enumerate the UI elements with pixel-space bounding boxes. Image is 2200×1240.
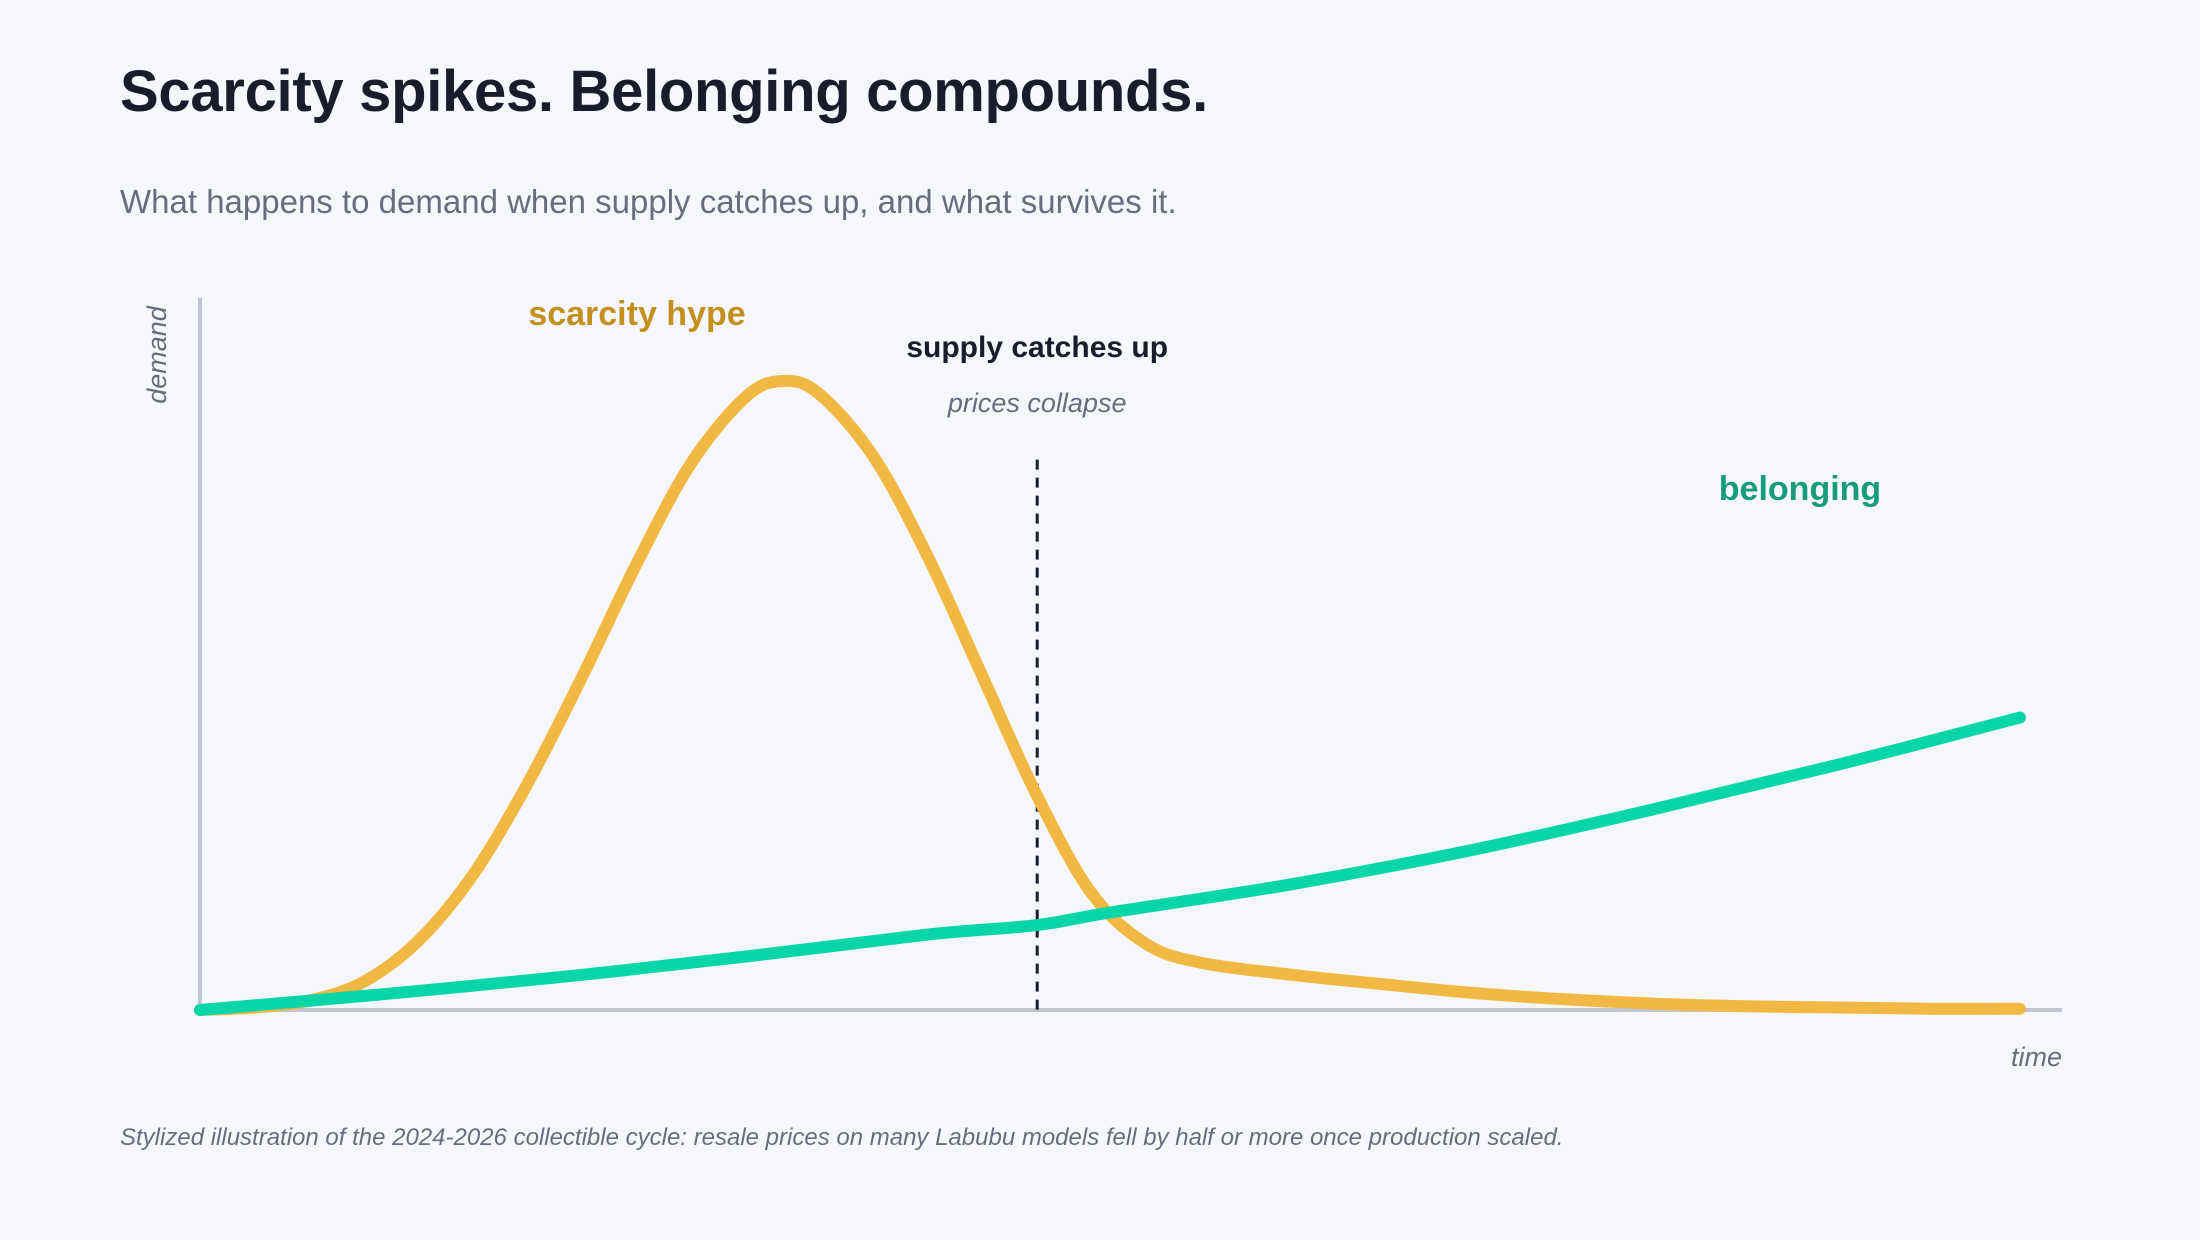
x-axis-label: time <box>2011 1042 2062 1072</box>
annotation-supply-label: supply catches up <box>906 331 1168 364</box>
series-label-belonging: belonging <box>1719 470 1881 508</box>
y-axis-label: demand <box>142 305 172 404</box>
chart-subtitle: What happens to demand when supply catch… <box>120 183 1177 220</box>
annotation-supply-sublabel: prices collapse <box>947 388 1127 418</box>
series-line-scarcity-hype <box>194 374 2026 1016</box>
series-line-belonging <box>194 711 2026 1016</box>
chart-title: Scarcity spikes. Belonging compounds. <box>120 59 1208 124</box>
chart-caption: Stylized illustration of the 2024-2026 c… <box>120 1124 1564 1151</box>
series-label-scarcity-hype: scarcity hype <box>528 295 745 333</box>
